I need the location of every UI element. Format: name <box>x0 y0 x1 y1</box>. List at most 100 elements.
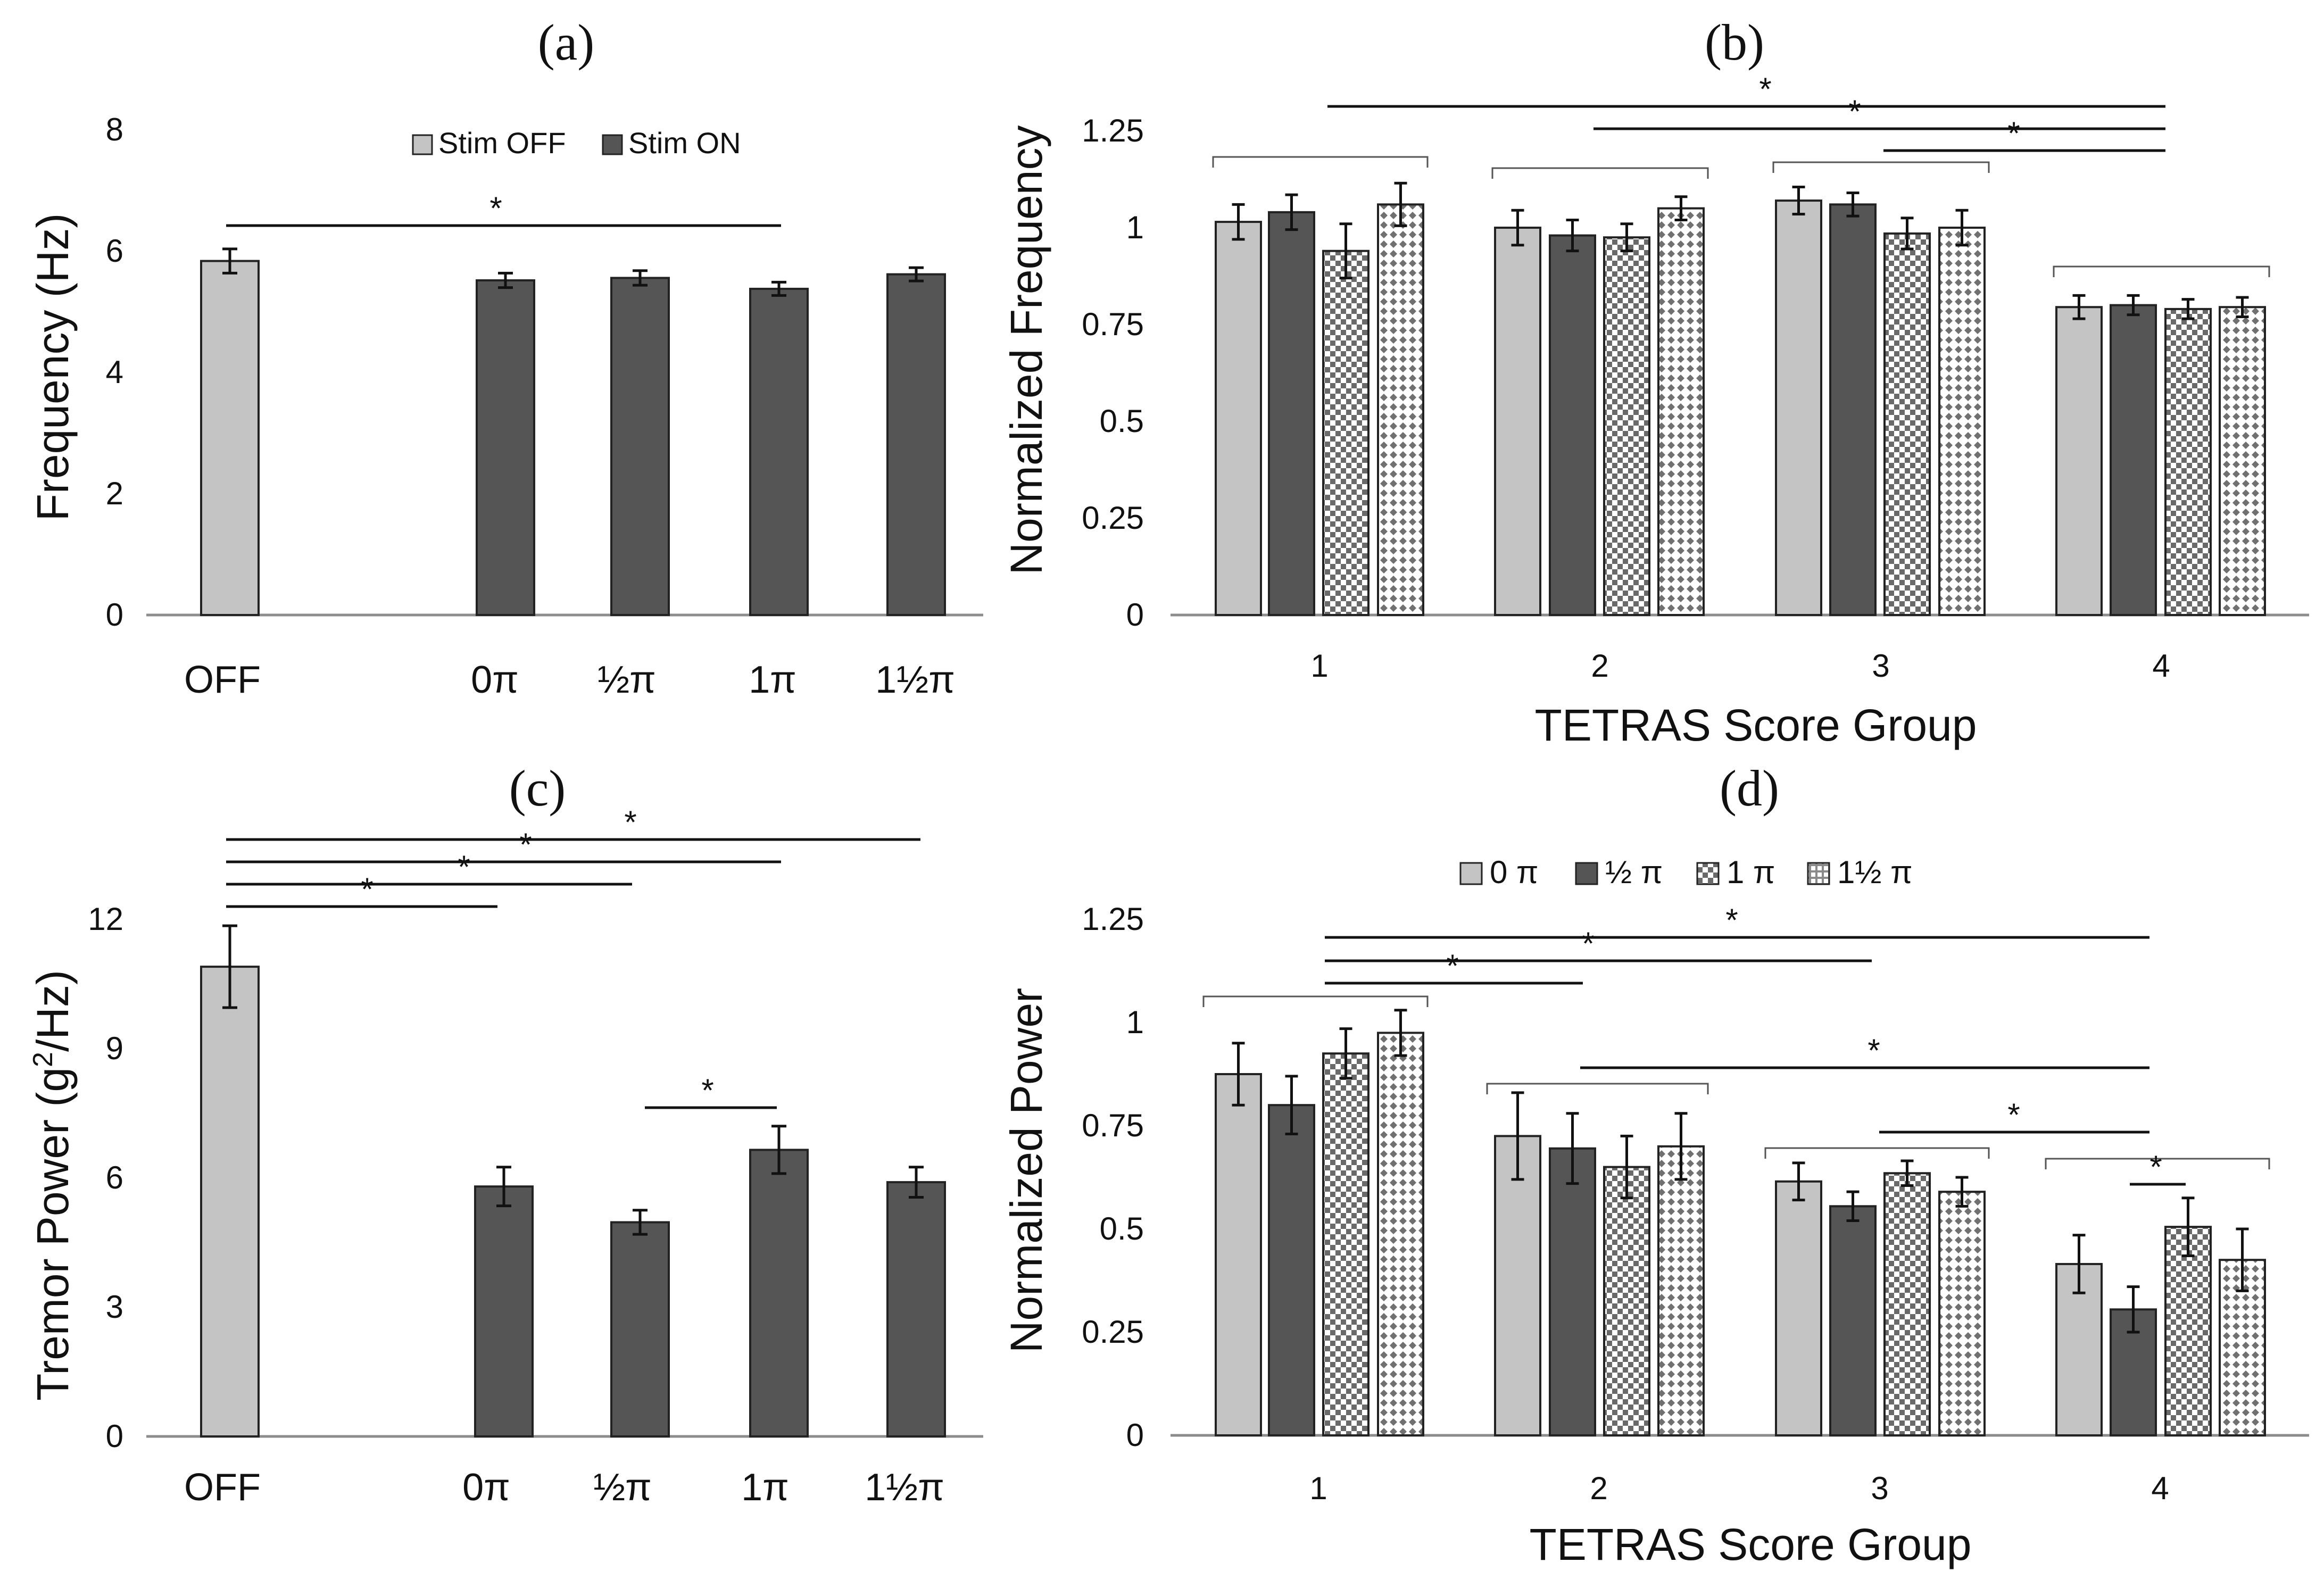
panel-b-bracket <box>1772 161 1990 173</box>
panel-d-bracket <box>2045 1158 2270 1169</box>
panel-d-ytick: 0 <box>1126 1417 1144 1453</box>
panel-a-ytick: 8 <box>106 112 123 147</box>
panel-b-ytick: 0.25 <box>1082 500 1144 536</box>
panel-c-errbar-1pi <box>771 1125 786 1175</box>
panel-d-bracket <box>1202 995 1429 1007</box>
panel-c-significance: * * * * * <box>226 804 920 1109</box>
panel-a-legend: Stim OFF Stim ON <box>412 126 741 160</box>
panel-b-errbar <box>1339 222 1352 280</box>
panel-b-bar <box>1603 236 1650 616</box>
panel-d-label: (d) <box>1720 760 1779 817</box>
panel-a-ytick: 0 <box>106 597 123 633</box>
panel-a-errbar-half-pi <box>633 269 648 287</box>
panel-b-errbar <box>1620 222 1633 253</box>
panel-a-yticks: 0 2 4 6 8 <box>106 112 123 633</box>
panel-b-bar <box>1268 211 1315 616</box>
panel-d-bar <box>1494 1135 1541 1436</box>
panel-d-errbar <box>2181 1196 2195 1257</box>
panel-d-errbar <box>2072 1234 2086 1294</box>
panel-a-xtick-0pi: 0π <box>471 659 519 701</box>
panel-a-xtick-half-pi: ½π <box>597 659 656 701</box>
panel-d-errbar <box>1620 1134 1633 1200</box>
panel-b-bar <box>1829 203 1877 616</box>
panel-d-legend-swatch-1half-pi <box>1807 862 1830 885</box>
panel-c-sig-star: * <box>701 1073 713 1108</box>
panel-b-bar <box>1775 200 1822 617</box>
panel-d-xtick: 1 <box>1309 1470 1327 1506</box>
panel-c-label: (c) <box>509 760 566 817</box>
panel-c-sig-star: * <box>624 804 636 840</box>
panel-d-xtick: 2 <box>1590 1470 1607 1506</box>
panel-b-bracket <box>2053 265 2270 277</box>
panel-a-legend-swatch-on <box>602 134 623 155</box>
panel-a: (a) Frequency (Hz) 0 2 4 6 8 OFF 0π ½π <box>28 14 983 701</box>
panel-c-ytick: 12 <box>88 901 123 937</box>
panel-a-xticks: OFF 0π ½π 1π 1½π <box>184 659 955 701</box>
panel-b-ylabel: Normalized Frequency <box>1001 125 1051 575</box>
panel-b-errbar <box>1900 217 1914 251</box>
panel-c-bar-1half-pi <box>886 1181 946 1438</box>
panel-b-bars <box>1215 200 2266 617</box>
panel-a-errbar-off <box>222 247 237 275</box>
panel-c-ylabel-suffix: /Hz) <box>28 970 78 1052</box>
panel-d-xtick: 3 <box>1871 1470 1888 1506</box>
panel-c-xticks: OFF 0π ½π 1π 1½π <box>184 1466 944 1509</box>
panel-d-bar <box>1549 1147 1596 1436</box>
panel-b-ytick: 0.5 <box>1100 403 1144 439</box>
panel-c-ylabel-sup: 2 <box>28 1052 59 1067</box>
panel-b-errbar <box>1232 203 1245 241</box>
panel-d-bar <box>1322 1052 1370 1436</box>
panel-d-errbar <box>1674 1112 1688 1181</box>
panel-a-bar-off <box>200 260 260 616</box>
panel-a-ytick: 6 <box>106 233 123 269</box>
panel-a-ytick: 4 <box>106 354 123 390</box>
panel-c-sig-star: * <box>458 849 470 885</box>
panel-c-ylabel: Tremor Power (g2/Hz) <box>28 970 78 1401</box>
panel-c-ytick: 3 <box>106 1289 123 1325</box>
panel-d-sig-star: * <box>2007 1097 2020 1133</box>
panel-a-errbar-1half-pi <box>909 266 924 282</box>
panel-c-ytick: 0 <box>106 1418 123 1454</box>
panel-b-errbar <box>1511 209 1524 247</box>
panel-d-errbar <box>1566 1112 1579 1185</box>
panel-a-errbar-1pi <box>771 280 786 297</box>
panel-c-sig-star: * <box>361 871 373 907</box>
panel-d-errbar <box>1285 1075 1298 1136</box>
panel-d-sig-star: * <box>2149 1149 2162 1185</box>
panel-d-sig-star: * <box>1868 1033 1880 1068</box>
panel-d-sig-star: * <box>1446 948 1458 984</box>
panel-a-bar-0pi <box>476 279 535 616</box>
panel-a-xtick-1half-pi: 1½π <box>875 659 955 701</box>
panel-c-xtick-half-pi: ½π <box>593 1466 652 1509</box>
panel-d-errbar <box>1232 1042 1245 1107</box>
panel-a-bar-1pi <box>749 287 809 616</box>
panel-b-xtick: 4 <box>2152 648 2170 684</box>
panel-d-errbar <box>1511 1091 1524 1181</box>
panel-c-xtick-0pi: 0π <box>462 1466 510 1509</box>
panel-d-ylabel: Normalized Power <box>1001 988 1051 1353</box>
panel-d-bars <box>1215 1032 2266 1437</box>
panel-c-ytick: 6 <box>106 1160 123 1195</box>
panel-b-yticks: 0 0.25 0.5 0.75 1 1.25 <box>1082 113 1144 633</box>
panel-b-xtick: 1 <box>1310 648 1328 684</box>
panel-d-xlabel: TETRAS Score Group <box>1530 1519 1972 1569</box>
panel-b-bracket <box>1212 156 1429 168</box>
panel-b-significance: * * * <box>1327 71 2165 152</box>
panel-a-legend-label-off: Stim OFF <box>438 126 566 160</box>
panel-c-bars <box>200 966 946 1438</box>
panel-c: (c) Tremor Power (g2/Hz) 0 3 6 9 12 * <box>28 760 983 1509</box>
panel-d-ytick: 0.25 <box>1082 1314 1144 1350</box>
panel-d-sig-star: * <box>1582 926 1594 961</box>
panel-a-significance: * <box>226 190 781 227</box>
panel-d-yticks: 0 0.25 0.5 0.75 1 1.25 <box>1082 901 1144 1453</box>
panel-d-bar <box>1657 1145 1705 1437</box>
panel-d-bar <box>1829 1205 1877 1437</box>
panel-b-xlabel: TETRAS Score Group <box>1535 700 1977 750</box>
panel-d-errbar <box>1846 1190 1860 1222</box>
panel-d-sig-star: * <box>1725 902 1738 938</box>
panel-b-bar <box>1657 207 1705 617</box>
panel-c-yticks: 0 3 6 9 12 <box>88 901 123 1454</box>
panel-d-bar <box>2164 1226 2212 1437</box>
panel-b-bar <box>1377 203 1424 616</box>
